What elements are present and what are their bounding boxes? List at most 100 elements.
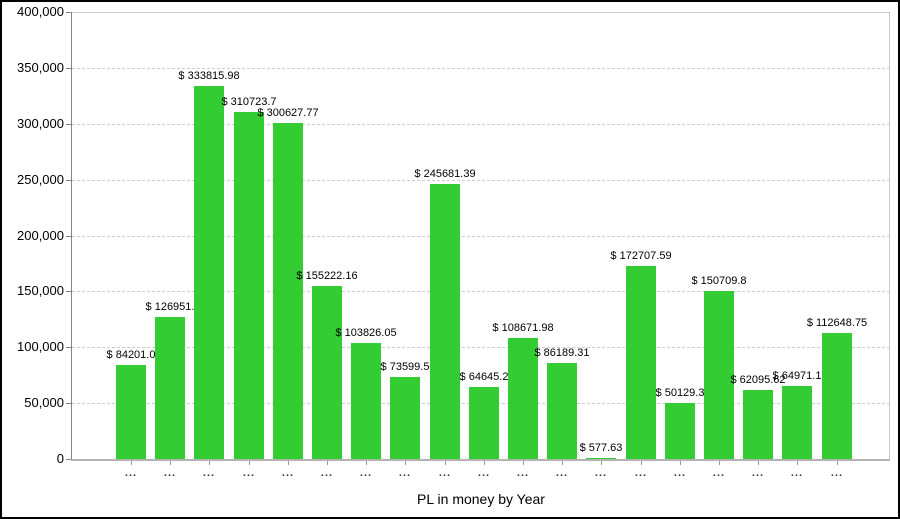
x-axis-tick-label: ... (320, 467, 334, 479)
bar-value-label: $ 73599.5 (380, 361, 430, 373)
bar[interactable] (547, 363, 577, 459)
y-axis-tick-label: 100,000 (17, 339, 64, 354)
bar-value-label: $ 86189.31 (534, 347, 590, 359)
y-axis-tick (66, 180, 72, 181)
bar[interactable] (822, 333, 852, 459)
y-axis-line (71, 12, 72, 460)
bar[interactable] (704, 291, 734, 459)
x-axis-tick (680, 461, 681, 465)
x-axis-tick-label: ... (359, 467, 373, 479)
bar[interactable] (194, 86, 224, 459)
x-axis-tick (601, 461, 602, 465)
x-axis-line (71, 459, 890, 461)
bar-value-label: $ 126951. (145, 301, 195, 313)
y-axis-tick (66, 12, 72, 13)
gridline (72, 236, 890, 237)
bar[interactable] (586, 458, 616, 459)
x-axis-tick (797, 461, 798, 465)
bar[interactable] (116, 365, 146, 459)
x-axis-tick-label: ... (202, 467, 216, 479)
y-axis-tick-label: 0 (56, 451, 64, 466)
bar[interactable] (312, 286, 342, 459)
y-axis-tick (66, 347, 72, 348)
y-axis-tick-label: 50,000 (24, 395, 64, 410)
bar-value-label: $ 84201.0 (106, 349, 156, 361)
x-axis-tick-label: ... (594, 467, 608, 479)
x-axis-tick-label: ... (281, 467, 295, 479)
x-axis-tick-label: ... (830, 467, 844, 479)
x-axis-tick-label: ... (477, 467, 491, 479)
y-axis-tick-label: 250,000 (17, 172, 64, 187)
x-axis-tick (131, 461, 132, 465)
bar[interactable] (390, 377, 420, 459)
bar[interactable] (234, 112, 264, 459)
x-axis-tick (327, 461, 328, 465)
bar-value-label: $ 310723.7 (221, 96, 277, 108)
x-axis-tick-label: ... (634, 467, 648, 479)
bar-value-label: $ 64971.1 (772, 370, 822, 382)
x-axis-tick (523, 461, 524, 465)
x-axis-tick-label: ... (438, 467, 452, 479)
gridline (72, 180, 890, 181)
x-axis-tick (484, 461, 485, 465)
plot-border-top (72, 12, 890, 13)
x-axis-tick-label: ... (751, 467, 765, 479)
bar-value-label: $ 50129.3 (655, 387, 705, 399)
bar[interactable] (430, 184, 460, 459)
bar-value-label: $ 577.63 (579, 442, 623, 454)
x-axis-tick-label: ... (242, 467, 256, 479)
bar[interactable] (155, 317, 185, 459)
x-axis-tick (405, 461, 406, 465)
bar-value-label: $ 108671.98 (492, 322, 554, 334)
gridline (72, 124, 890, 125)
x-axis-tick (837, 461, 838, 465)
bar[interactable] (626, 266, 656, 459)
bar[interactable] (665, 403, 695, 459)
x-axis-tick-label: ... (555, 467, 569, 479)
y-axis-tick-label: 200,000 (17, 228, 64, 243)
bar-value-label: $ 64645.2 (459, 371, 509, 383)
y-axis-tick-label: 300,000 (17, 116, 64, 131)
bar[interactable] (743, 390, 773, 459)
bar-value-label: $ 150709.8 (691, 275, 747, 287)
bar[interactable] (351, 343, 381, 459)
x-axis-tick-label: ... (712, 467, 726, 479)
bar-value-label: $ 300627.77 (257, 107, 319, 119)
y-axis-tick (66, 291, 72, 292)
bar[interactable] (508, 338, 538, 459)
y-axis-tick (66, 68, 72, 69)
gridline (72, 68, 890, 69)
x-axis-tick (366, 461, 367, 465)
bar-value-label: $ 245681.39 (414, 168, 476, 180)
y-axis-tick (66, 403, 72, 404)
y-axis-tick-label: 350,000 (17, 60, 64, 75)
x-axis-tick-label: ... (673, 467, 687, 479)
x-axis-tick-label: ... (516, 467, 530, 479)
y-axis-tick-label: 400,000 (17, 4, 64, 19)
gridline (72, 291, 890, 292)
x-axis-tick-label: ... (163, 467, 177, 479)
x-axis-tick-label: ... (398, 467, 412, 479)
y-axis-tick (66, 124, 72, 125)
y-axis-tick (66, 236, 72, 237)
x-axis-tick (719, 461, 720, 465)
bar-value-label: $ 103826.05 (335, 327, 397, 339)
x-axis-title: PL in money by Year (417, 491, 545, 507)
x-axis-tick (170, 461, 171, 465)
bar[interactable] (782, 386, 812, 459)
x-axis-tick (641, 461, 642, 465)
x-axis-tick (209, 461, 210, 465)
gridline (72, 347, 890, 348)
x-axis-tick (758, 461, 759, 465)
y-axis-tick (66, 459, 72, 460)
x-axis-tick (249, 461, 250, 465)
y-axis-tick-label: 150,000 (17, 283, 64, 298)
bar[interactable] (273, 123, 303, 459)
bar-value-label: $ 333815.98 (178, 70, 240, 82)
bar[interactable] (469, 387, 499, 459)
bar-value-label: $ 172707.59 (610, 250, 672, 262)
x-axis-tick (445, 461, 446, 465)
bar-value-label: $ 112648.75 (806, 317, 868, 329)
bar-value-label: $ 155222.16 (296, 270, 358, 282)
